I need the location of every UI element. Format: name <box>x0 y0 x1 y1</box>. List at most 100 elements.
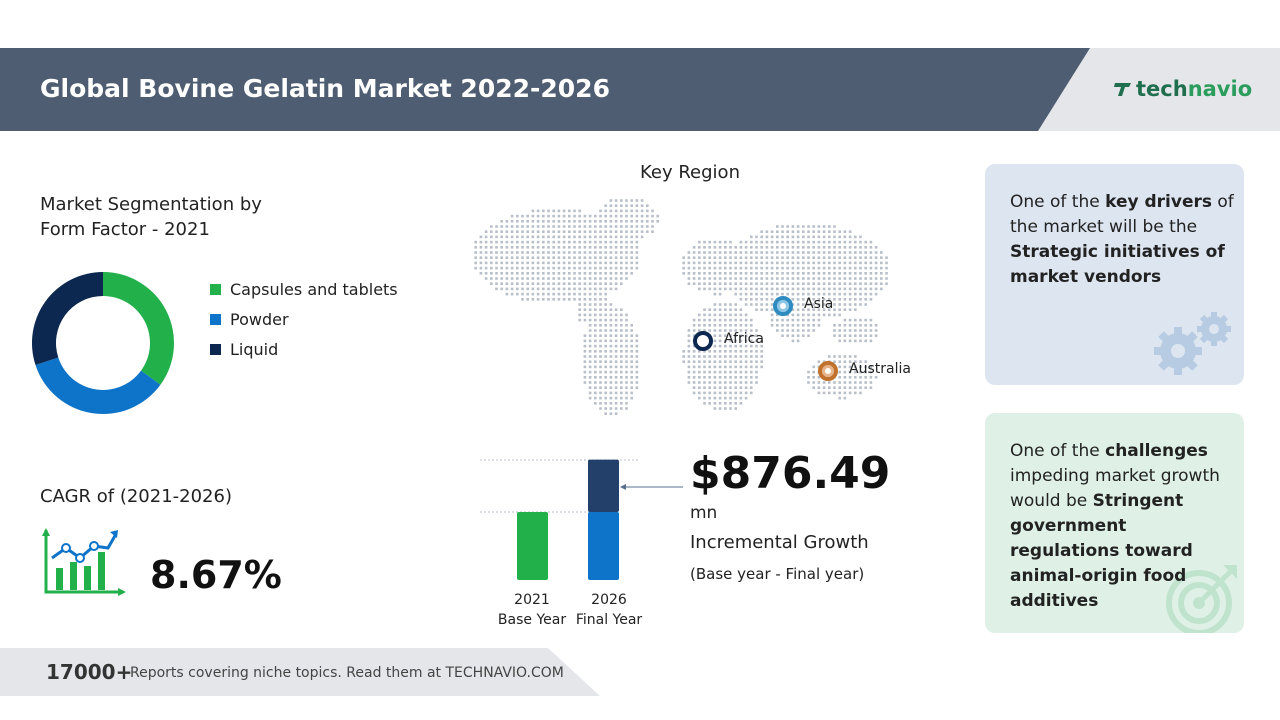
map-dot <box>609 412 613 415</box>
map-dot <box>812 282 815 285</box>
map-dot <box>713 246 717 249</box>
map-dot <box>718 339 722 343</box>
map-dot <box>609 256 613 259</box>
map-dot <box>698 246 701 249</box>
map-dot <box>807 261 810 265</box>
map-dot <box>812 235 815 239</box>
map-dot <box>859 251 862 254</box>
map-dot <box>817 256 821 259</box>
map-dot <box>796 318 800 322</box>
map-dot <box>557 251 561 254</box>
map-dot <box>734 266 737 270</box>
map-dot <box>708 370 711 374</box>
map-dot <box>656 214 659 218</box>
map-dot <box>635 214 639 218</box>
map-dot <box>812 313 815 317</box>
map-dot <box>708 365 711 369</box>
map-dot <box>718 256 722 259</box>
map-dot <box>729 391 732 395</box>
map-dot <box>573 298 576 301</box>
map-dot <box>614 402 618 405</box>
map-dot <box>578 246 581 249</box>
map-dot <box>859 282 862 285</box>
map-dot <box>604 407 607 410</box>
map-dot <box>703 381 706 384</box>
map-dot <box>594 376 597 379</box>
map-dot <box>578 272 581 275</box>
map-dot <box>588 303 592 306</box>
map-dot <box>744 272 748 275</box>
map-dot <box>609 287 613 291</box>
map-dot <box>609 230 613 233</box>
map-dot <box>791 287 795 291</box>
map-dot <box>604 282 607 285</box>
map-dot <box>781 334 784 337</box>
map-dot <box>604 214 607 218</box>
map-dot <box>812 272 815 275</box>
map-dot <box>562 256 566 259</box>
segmentation-title-line2: Form Factor - 2021 <box>40 219 210 240</box>
map-dot <box>594 298 597 301</box>
map-dot <box>807 272 810 275</box>
map-dot <box>635 225 639 228</box>
map-dot <box>620 199 623 202</box>
map-dot <box>609 220 613 223</box>
map-dot <box>729 266 732 270</box>
map-dot <box>786 230 789 233</box>
map-dot <box>828 386 831 389</box>
map-dot <box>724 350 727 353</box>
map-dot <box>859 376 862 379</box>
map-dot <box>614 324 618 327</box>
map-dot <box>822 230 826 233</box>
map-dot <box>500 261 503 265</box>
map-dot <box>796 298 800 301</box>
map-dot <box>562 240 566 244</box>
map-dot <box>744 355 748 358</box>
map-dot <box>620 334 623 337</box>
map-dot <box>614 329 618 332</box>
map-dot <box>724 334 727 337</box>
map-dot <box>500 230 503 233</box>
donut-slice-capsules-and-tablets <box>103 272 174 385</box>
map-dot <box>744 370 748 374</box>
map-dot <box>557 256 561 259</box>
map-dot <box>588 287 592 291</box>
map-dot <box>776 225 779 228</box>
map-dot <box>874 261 878 265</box>
bar-2021-segment-0 <box>517 512 548 580</box>
map-dot <box>734 251 737 254</box>
map-dot <box>521 214 524 218</box>
map-dot <box>838 360 841 363</box>
map-dot <box>755 339 758 343</box>
map-dot <box>765 277 769 280</box>
map-dot <box>776 256 779 259</box>
map-dot <box>594 360 597 363</box>
map-dot <box>505 272 509 275</box>
map-dot <box>885 266 888 270</box>
map-dot <box>848 256 852 259</box>
map-dot <box>557 292 561 296</box>
map-dot <box>609 246 613 249</box>
map-dot <box>781 256 784 259</box>
map-dot <box>599 407 602 410</box>
map-dot <box>620 370 623 374</box>
map-dot <box>734 287 737 291</box>
map-dot <box>692 365 696 369</box>
map-dot <box>822 381 826 384</box>
donut-slice-liquid <box>31 272 103 365</box>
map-dot <box>552 277 555 280</box>
map-dot <box>620 376 623 379</box>
map-dot <box>838 251 841 254</box>
map-dot <box>646 214 649 218</box>
drivers-bold2: Strategic initiatives of market vendors <box>1010 242 1225 287</box>
map-dot <box>536 298 540 301</box>
map-dot <box>640 209 644 213</box>
map-dot <box>739 266 743 270</box>
map-dot <box>594 277 597 280</box>
map-dot <box>708 360 711 363</box>
map-dot <box>724 272 727 275</box>
map-dot <box>755 308 758 311</box>
map-dot <box>490 235 493 239</box>
map-dot <box>791 251 795 254</box>
map-dot <box>620 386 623 389</box>
